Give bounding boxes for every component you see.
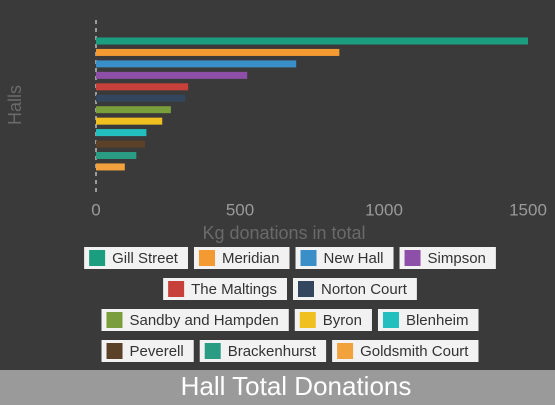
legend-swatch bbox=[300, 250, 317, 266]
legend-item: The Maltings bbox=[163, 278, 287, 300]
title-band bbox=[0, 370, 555, 405]
legend-label: Goldsmith Court bbox=[360, 343, 469, 360]
legend-box bbox=[399, 247, 496, 269]
x-tick-label: 500 bbox=[226, 200, 254, 219]
legend-swatch bbox=[198, 250, 215, 266]
bar bbox=[96, 60, 297, 68]
legend-label: Meridian bbox=[222, 250, 280, 267]
legend-item: Norton Court bbox=[293, 278, 417, 300]
legend-label: Blenheim bbox=[406, 312, 469, 329]
legend-box bbox=[199, 340, 327, 362]
legend-swatch bbox=[89, 250, 106, 266]
legend-label: Byron bbox=[323, 312, 362, 329]
legend-box bbox=[84, 247, 188, 269]
bar bbox=[96, 48, 340, 56]
legend-item: New Hall bbox=[295, 247, 394, 269]
legend-box bbox=[377, 309, 479, 331]
legend-swatch bbox=[106, 343, 123, 359]
legend-label: Simpson bbox=[428, 250, 486, 267]
legend-item: Gill Street bbox=[84, 247, 188, 269]
legend-label: Peverell bbox=[130, 343, 184, 360]
legend-item: Brackenhurst bbox=[199, 340, 327, 362]
legend-box bbox=[163, 278, 287, 300]
legend-item: Peverell bbox=[101, 340, 194, 362]
legend-swatch bbox=[382, 312, 399, 328]
legend-box bbox=[101, 340, 194, 362]
legend-box bbox=[295, 247, 394, 269]
bar bbox=[96, 129, 147, 137]
x-axis-label: Kg donations in total bbox=[202, 223, 365, 243]
bar bbox=[96, 37, 528, 45]
chart-title: Hall Total Donations bbox=[181, 371, 412, 401]
bar bbox=[96, 152, 137, 159]
legend-label: Sandby and Hampden bbox=[129, 312, 278, 329]
bar bbox=[96, 117, 163, 125]
legend-item: Byron bbox=[294, 309, 372, 331]
x-tick-label: 1000 bbox=[365, 200, 403, 219]
legend-item: Blenheim bbox=[377, 309, 479, 331]
legend-swatch bbox=[106, 312, 123, 328]
legend-item: Goldsmith Court bbox=[332, 340, 479, 362]
legend-swatch bbox=[204, 343, 221, 359]
bar bbox=[96, 94, 186, 102]
legend-swatch bbox=[404, 250, 421, 266]
legend-label: New Hall bbox=[324, 250, 384, 267]
legend-swatch bbox=[337, 343, 354, 359]
legend-label: Norton Court bbox=[321, 281, 408, 298]
legend-label: Brackenhurst bbox=[228, 343, 317, 360]
legend-item: Meridian bbox=[193, 247, 290, 269]
legend-swatch bbox=[168, 281, 185, 297]
legend-item: Sandby and Hampden bbox=[101, 309, 289, 331]
bar bbox=[96, 106, 171, 114]
legend-item: Simpson bbox=[399, 247, 496, 269]
y-axis-label: Halls bbox=[5, 85, 25, 125]
legend-box bbox=[193, 247, 290, 269]
x-tick-label: 0 bbox=[91, 200, 100, 219]
bar bbox=[96, 71, 248, 79]
legend-swatch bbox=[299, 312, 316, 328]
x-tick-label: 1500 bbox=[509, 200, 547, 219]
legend-label: Gill Street bbox=[112, 250, 179, 267]
bar bbox=[96, 163, 125, 171]
legend-label: The Maltings bbox=[191, 281, 277, 298]
legend-box bbox=[293, 278, 417, 300]
legend-box bbox=[101, 309, 289, 331]
bar bbox=[96, 140, 145, 148]
bar bbox=[96, 83, 189, 91]
legend-box bbox=[332, 340, 479, 362]
legend-swatch bbox=[298, 281, 314, 297]
